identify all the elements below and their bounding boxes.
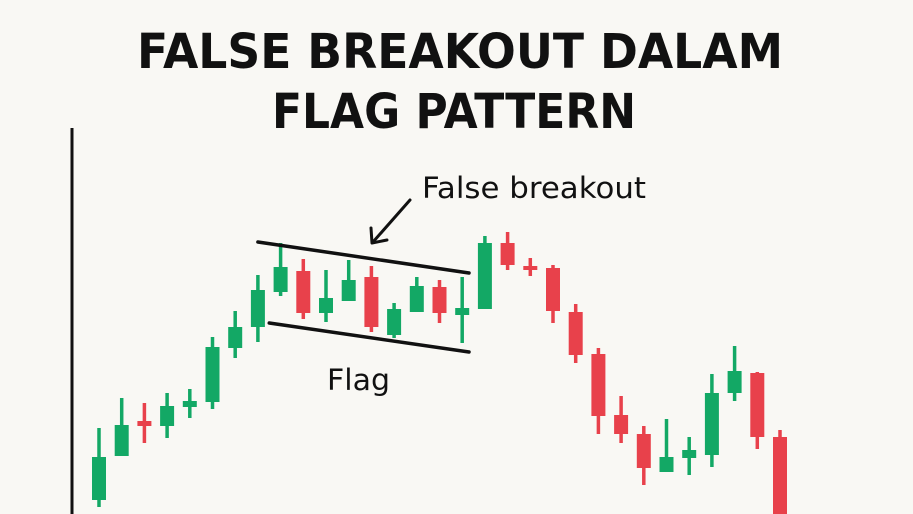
candle-body-bearish	[568, 312, 583, 355]
candle-24	[614, 396, 629, 443]
candle-body-bearish	[432, 287, 447, 313]
candle-31	[773, 430, 787, 514]
candle-17	[455, 277, 470, 343]
candle-18	[477, 236, 492, 309]
candle-body-bullish	[682, 450, 697, 458]
candle-body-bearish	[546, 268, 560, 311]
candle-5	[182, 389, 197, 418]
candle-22	[568, 304, 583, 363]
candle-16	[432, 280, 447, 323]
candle-27	[682, 437, 697, 475]
candle-body-bearish	[750, 373, 765, 437]
candle-14	[387, 303, 402, 338]
candle-19	[500, 232, 515, 270]
candle-body-bullish	[114, 425, 129, 456]
flag-upper-line	[256, 240, 471, 275]
candle-3	[137, 403, 152, 443]
candle-body-bearish	[500, 243, 515, 265]
candle-21	[546, 265, 560, 323]
candle-11	[319, 270, 333, 322]
candle-29	[727, 346, 742, 401]
candle-body-bullish	[228, 327, 243, 348]
candle-body-bullish	[704, 393, 719, 455]
candle-20	[523, 258, 538, 276]
candle-body-bullish	[92, 457, 106, 500]
candle-8	[250, 275, 265, 342]
candle-4	[160, 393, 175, 438]
candle-body-bullish	[455, 308, 470, 315]
candle-9	[273, 243, 288, 296]
candle-body-bullish	[341, 280, 356, 301]
candle-1	[92, 428, 106, 507]
candle-23	[591, 348, 606, 434]
candle-25	[636, 426, 651, 485]
candle-body-bearish	[364, 277, 379, 327]
candle-body-bullish	[273, 267, 288, 292]
candle-2	[114, 398, 129, 456]
flag-lower-line	[267, 321, 471, 354]
candle-6	[205, 337, 220, 409]
false-breakout-label: False breakout	[422, 171, 646, 205]
candle-10	[296, 259, 311, 319]
candle-body-bearish	[137, 421, 152, 426]
candle-12	[341, 260, 356, 301]
candle-13	[364, 266, 379, 332]
candle-body-bearish	[614, 415, 629, 434]
candle-26	[659, 419, 674, 472]
candle-body-bullish	[160, 406, 175, 426]
candle-body-bullish	[409, 286, 424, 312]
chart-title-line-1: FALSE BREAKOUT DALAM	[137, 24, 783, 80]
candle-body-bullish	[727, 371, 742, 393]
candle-7	[228, 311, 243, 358]
candle-body-bearish	[591, 354, 606, 416]
candle-body-bullish	[477, 243, 492, 309]
candle-body-bullish	[182, 401, 197, 407]
flag-label: Flag	[327, 363, 390, 397]
candle-body-bullish	[250, 290, 265, 327]
candle-28	[704, 374, 719, 467]
candle-body-bullish	[319, 298, 333, 313]
candles-group	[92, 232, 787, 514]
chart-title-line-2: FLAG PATTERN	[272, 84, 636, 140]
arrow-icon	[369, 198, 412, 245]
candle-body-bearish	[523, 266, 538, 270]
candle-15	[409, 277, 424, 312]
candle-body-bullish	[205, 347, 220, 402]
candle-body-bullish	[659, 457, 674, 472]
candle-body-bearish	[636, 434, 651, 468]
candle-30	[750, 372, 765, 449]
candle-body-bearish	[296, 271, 311, 313]
candle-body-bullish	[387, 309, 402, 335]
candle-body-bearish	[773, 437, 787, 514]
